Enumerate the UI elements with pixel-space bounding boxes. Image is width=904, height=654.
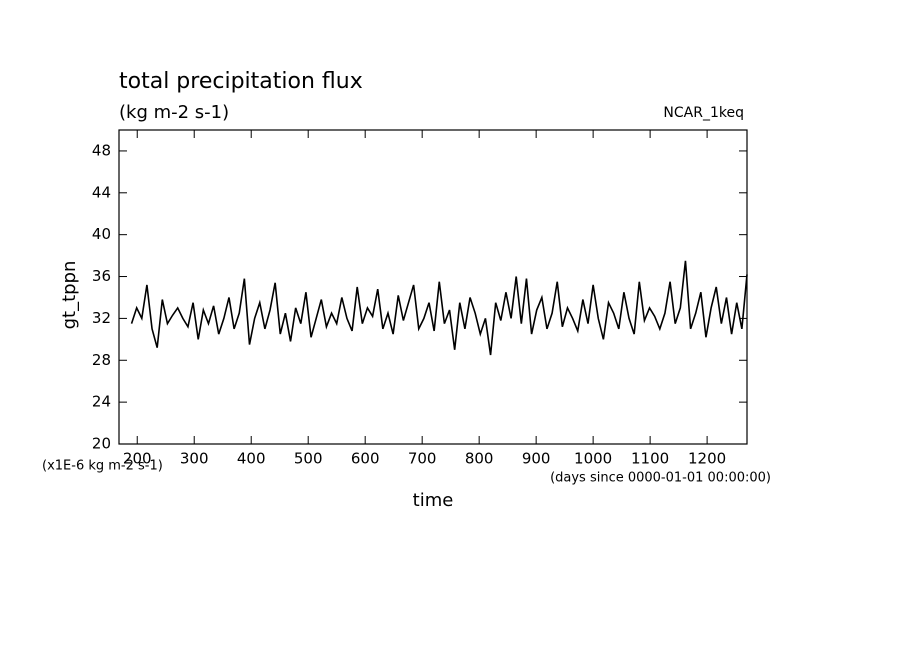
x-tick-label: 600: [351, 450, 380, 468]
y-tick-label: 48: [92, 141, 111, 159]
data-line: [130, 260, 748, 356]
x-tick-label: 300: [180, 450, 209, 468]
x-tick-label: 1100: [631, 450, 669, 468]
y-tick-label: 44: [92, 183, 111, 201]
x-tick-label: 400: [237, 450, 266, 468]
chart-title: total precipitation flux: [119, 69, 363, 94]
chart-subtitle: (kg m-2 s-1): [119, 102, 229, 123]
x-tick-label: 700: [408, 450, 437, 468]
y-tick-label: 32: [92, 309, 111, 327]
y-tick-label: 20: [92, 435, 111, 453]
y-tick-label: 28: [92, 351, 111, 369]
x-axis-label: time: [413, 490, 454, 511]
y-unit: (x1E-6 kg m-2 s-1): [42, 459, 163, 474]
x-tick-label: 500: [294, 450, 323, 468]
x-unit: (days since 0000-01-01 00:00:00): [550, 471, 771, 486]
plot-frame: [118, 129, 748, 445]
x-tick-label: 200: [123, 450, 152, 468]
y-tick-label: 40: [92, 225, 111, 243]
x-tick-label: 1000: [574, 450, 612, 468]
x-tick-label: 1200: [688, 450, 726, 468]
annotation: NCAR_1keq: [663, 105, 744, 121]
x-tick-label: 800: [465, 450, 494, 468]
x-tick-label: 900: [522, 450, 551, 468]
y-tick-label: 36: [92, 267, 111, 285]
y-tick-label: 24: [92, 393, 111, 411]
y-axis-label: gt_tppn: [59, 261, 80, 330]
